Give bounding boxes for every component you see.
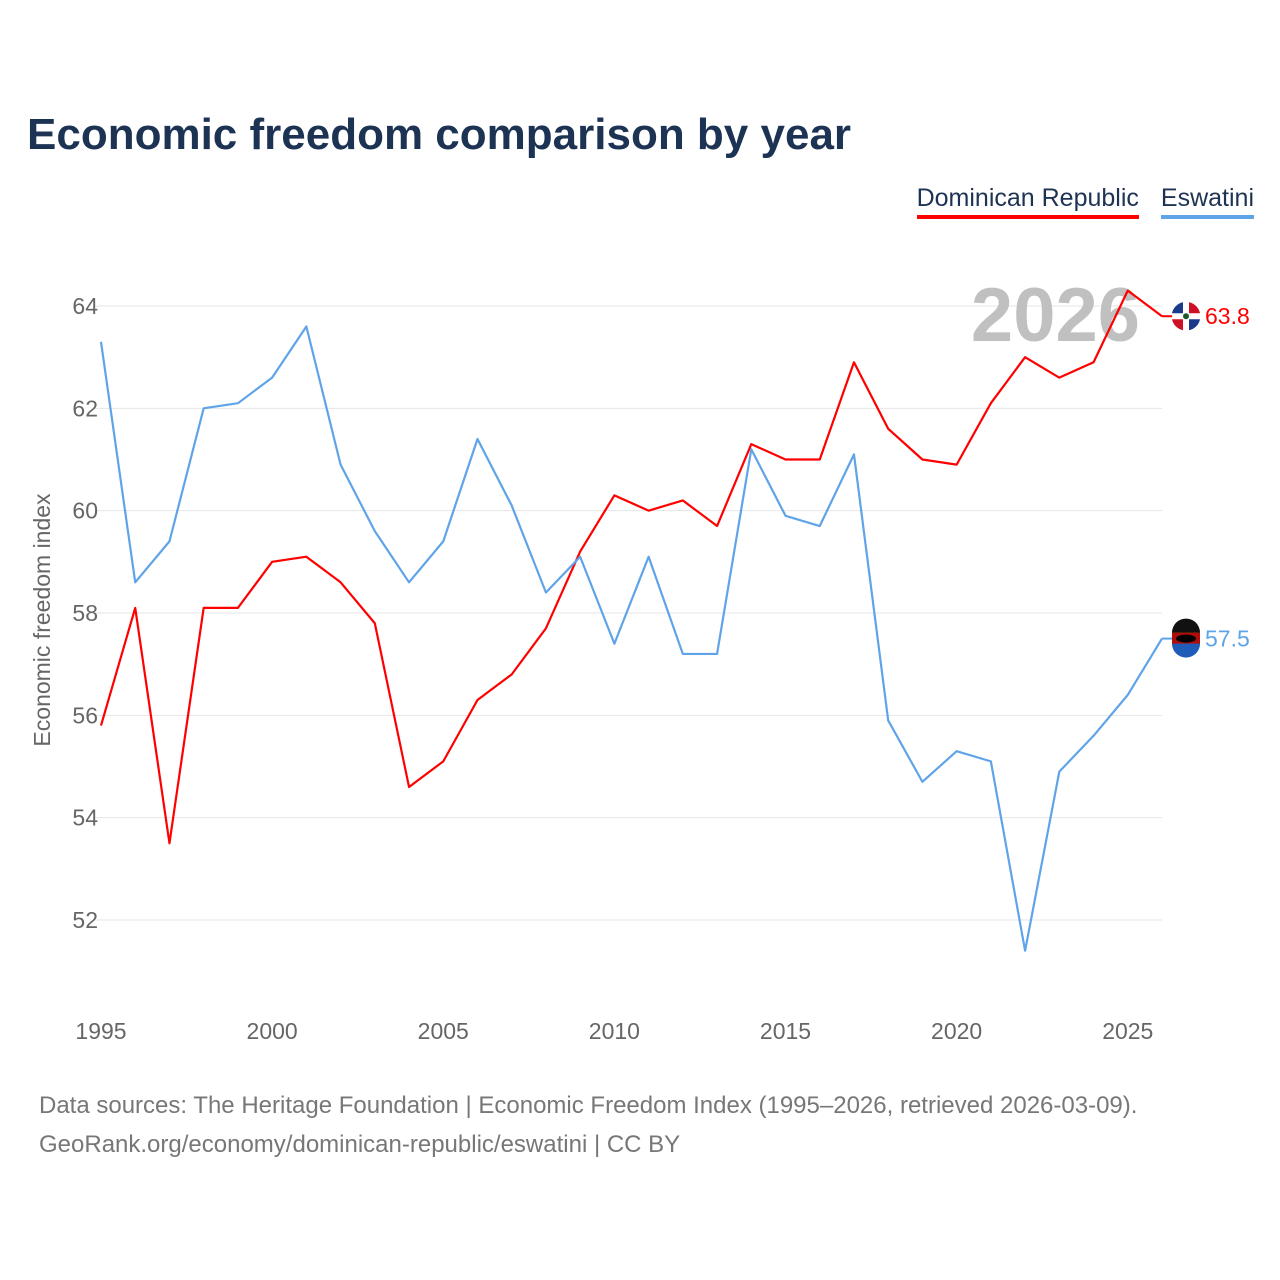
chart-title: Economic freedom comparison by year — [27, 110, 852, 159]
year-watermark: 2026 — [971, 273, 1140, 358]
x-tick-label: 1995 — [75, 1018, 126, 1044]
attribution-line: GeoRank.org/economy/dominican-republic/e… — [39, 1131, 681, 1158]
y-tick-label: 56 — [72, 702, 98, 728]
end-value-label: 63.8 — [1205, 303, 1250, 329]
legend: Dominican Republic Eswatini — [916, 184, 1254, 219]
x-tick-label: 2025 — [1102, 1018, 1153, 1044]
end-value-label: 57.5 — [1205, 626, 1250, 652]
eswatini-flag-icon — [1172, 618, 1200, 658]
x-tick-label: 2020 — [931, 1018, 982, 1044]
series-line-dominican-republic — [99, 289, 1163, 845]
series-line-eswatini — [99, 325, 1163, 952]
y-tick-label: 52 — [72, 907, 98, 933]
x-tick-label: 2010 — [589, 1018, 640, 1044]
y-tick-label: 58 — [72, 600, 98, 626]
footer: Data sources: The Heritage Foundation | … — [39, 1086, 1137, 1164]
y-axis-label: Economic freedom index — [29, 493, 55, 747]
y-tick-label: 64 — [72, 293, 98, 319]
x-tick-label: 2015 — [760, 1018, 811, 1044]
legend-dominican-republic[interactable]: Dominican Republic — [916, 184, 1139, 219]
x-tick-label: 2005 — [418, 1018, 469, 1044]
y-tick-label: 62 — [72, 395, 98, 421]
legend-eswatini[interactable]: Eswatini — [1160, 184, 1254, 219]
x-tick-label: 2000 — [247, 1018, 298, 1044]
source-line: Data sources: The Heritage Foundation | … — [39, 1092, 1138, 1119]
y-tick-label: 60 — [72, 498, 98, 524]
y-tick-label: 54 — [72, 805, 98, 831]
dominican-republic-flag-icon — [1172, 302, 1200, 331]
